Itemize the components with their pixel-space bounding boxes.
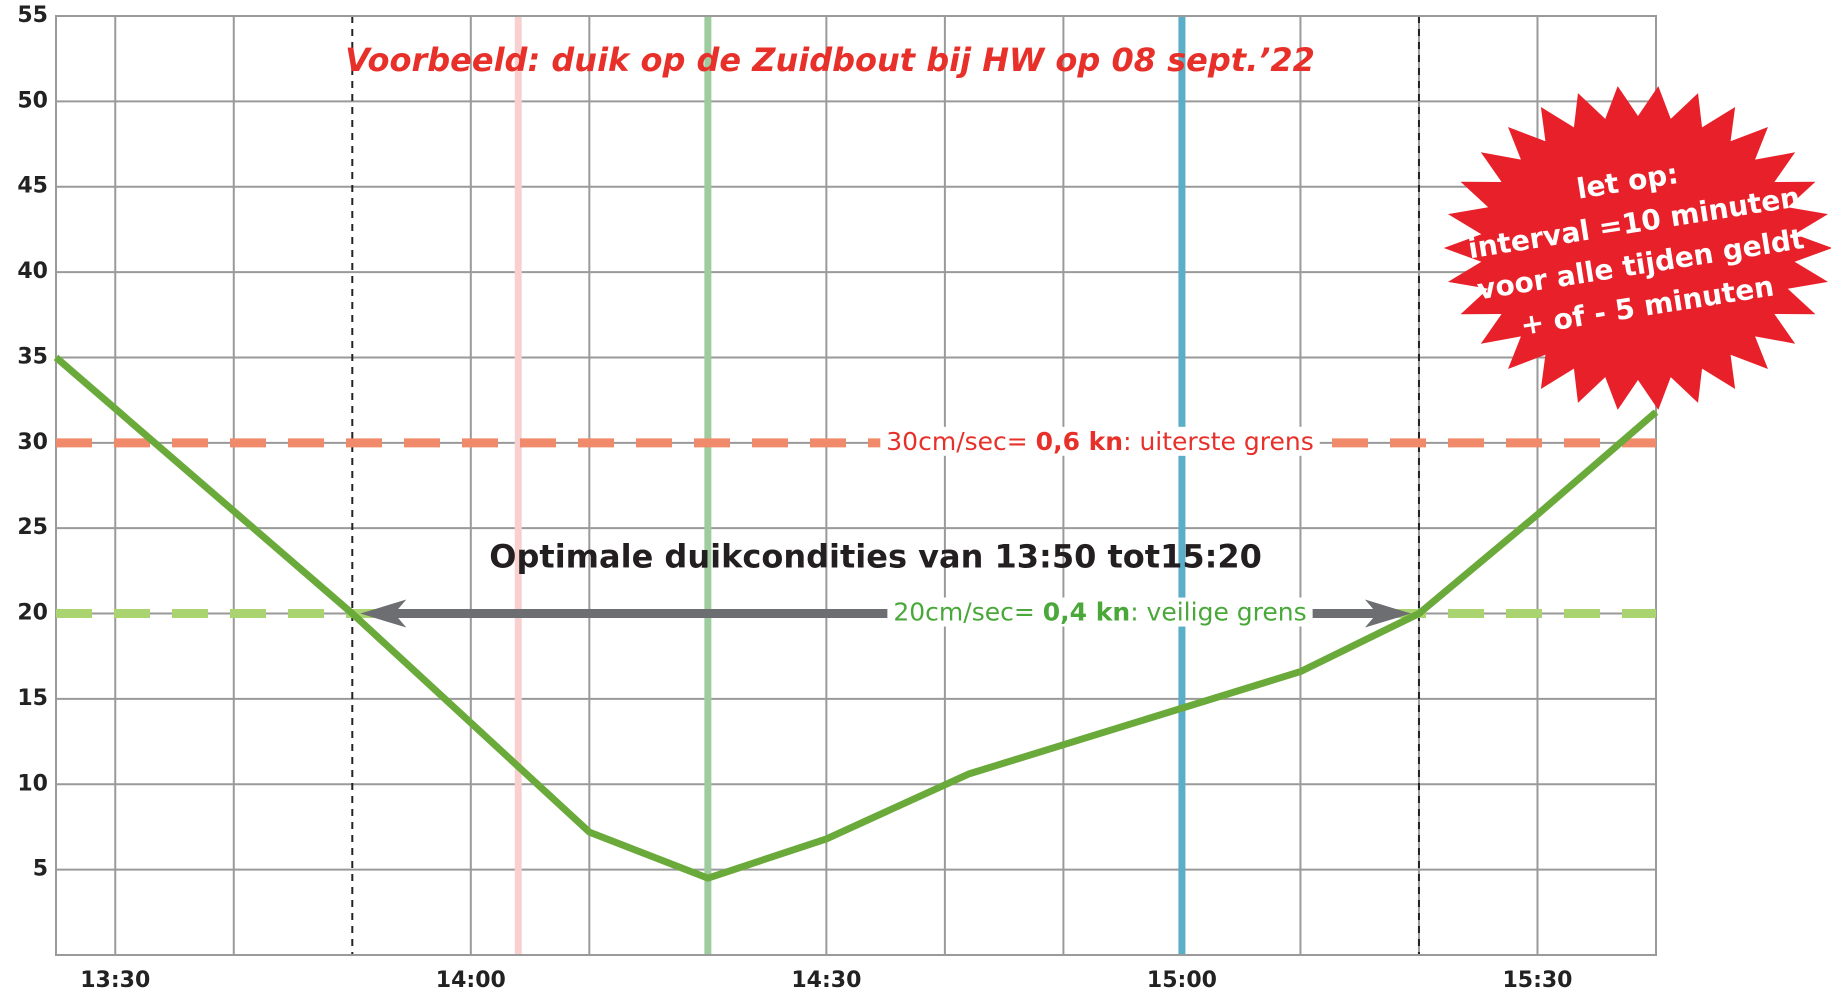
y-tick-label: 35 (17, 344, 48, 369)
y-tick-label: 45 (17, 174, 48, 199)
optimal-label: Optimale duikcondities van 13:50 tot15:2… (489, 538, 1262, 576)
x-tick-label: 13:30 (80, 968, 150, 993)
label-part: 20cm/sec= (893, 598, 1042, 627)
starburst (1443, 86, 1831, 410)
x-tick-label: 14:30 (791, 968, 861, 993)
label-part: 0,6 kn (1036, 427, 1123, 456)
y-tick-label: 15 (17, 686, 48, 711)
y-tick-label: 25 (17, 515, 48, 540)
arrow-head (360, 599, 407, 628)
y-tick-label: 20 (17, 601, 48, 626)
label-part: 0,4 kn (1043, 598, 1130, 627)
label-background (880, 426, 1320, 456)
label-part: : veilige grens (1130, 598, 1306, 627)
x-tick-label: 14:00 (436, 968, 506, 993)
y-tick-label: 55 (17, 3, 48, 28)
reference-label: 30cm/sec= 0,6 kn: uiterste grens (886, 427, 1313, 456)
label-background (887, 597, 1313, 627)
y-tick-label: 10 (17, 771, 48, 796)
reference-label: 20cm/sec= 0,4 kn: veilige grens (893, 598, 1306, 627)
arrow-head (1364, 599, 1411, 628)
data-line (53, 354, 1659, 882)
plot-frame (55, 15, 1657, 956)
y-tick-label: 40 (17, 259, 48, 284)
x-tick-label: 15:30 (1502, 968, 1572, 993)
label-part: 30cm/sec= (886, 427, 1035, 456)
x-tick-label: 15:00 (1147, 968, 1217, 993)
y-tick-label: 30 (17, 430, 48, 455)
y-tick-label: 5 (33, 857, 48, 882)
chart-title: Voorbeeld: duik op de Zuidbout bij HW op… (345, 41, 1315, 79)
label-part: : uiterste grens (1123, 427, 1314, 456)
y-tick-label: 50 (17, 88, 48, 113)
